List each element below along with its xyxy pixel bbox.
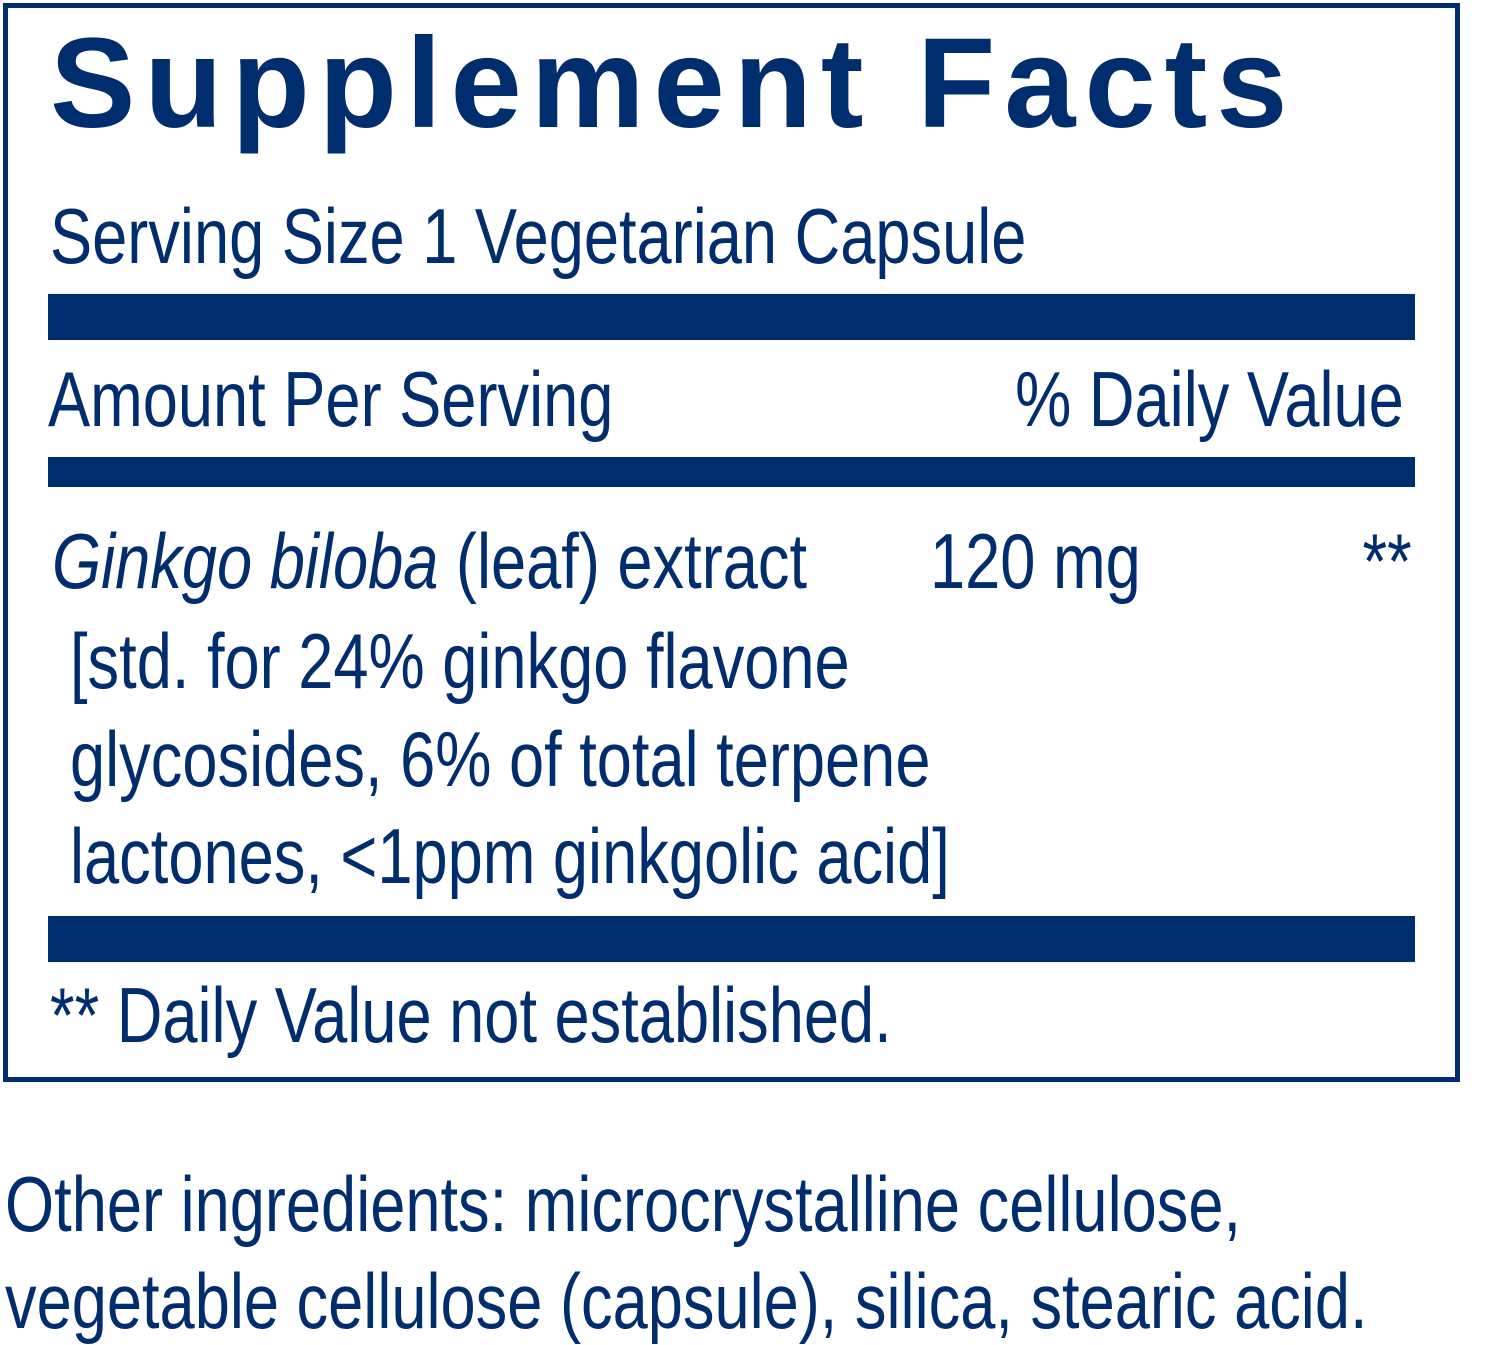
ingredient-detail-line: glycosides, 6% of total terpene (70, 715, 931, 803)
panel-title: Supplement Facts (50, 12, 1297, 155)
other-ingredients-line: vegetable cellulose (capsule), silica, s… (5, 1257, 1368, 1345)
supplement-facts-panel (3, 3, 1460, 1082)
ingredient-name-rest: (leaf) extract (438, 517, 808, 605)
amount-per-serving-header: Amount Per Serving (48, 355, 614, 443)
footnote: ** Daily Value not established. (50, 971, 892, 1059)
divider-medium (48, 457, 1415, 487)
other-ingredients-line: Other ingredients: microcrystalline cell… (5, 1160, 1242, 1248)
ingredient-daily-value: ** (1362, 517, 1412, 605)
ingredient-name-italic: Ginkgo biloba (52, 517, 439, 605)
divider-thick (48, 294, 1415, 340)
ingredient-amount: 120 mg (930, 517, 1141, 605)
divider-thick (48, 916, 1415, 962)
serving-size: Serving Size 1 Vegetarian Capsule (50, 192, 1027, 280)
daily-value-header: % Daily Value (1015, 355, 1404, 443)
ingredient-detail-line: lactones, <1ppm ginkgolic acid] (70, 812, 950, 900)
ingredient-detail-line: [std. for 24% ginkgo flavone (70, 617, 850, 705)
ingredient-name: Ginkgo biloba (leaf) extract (52, 522, 807, 600)
